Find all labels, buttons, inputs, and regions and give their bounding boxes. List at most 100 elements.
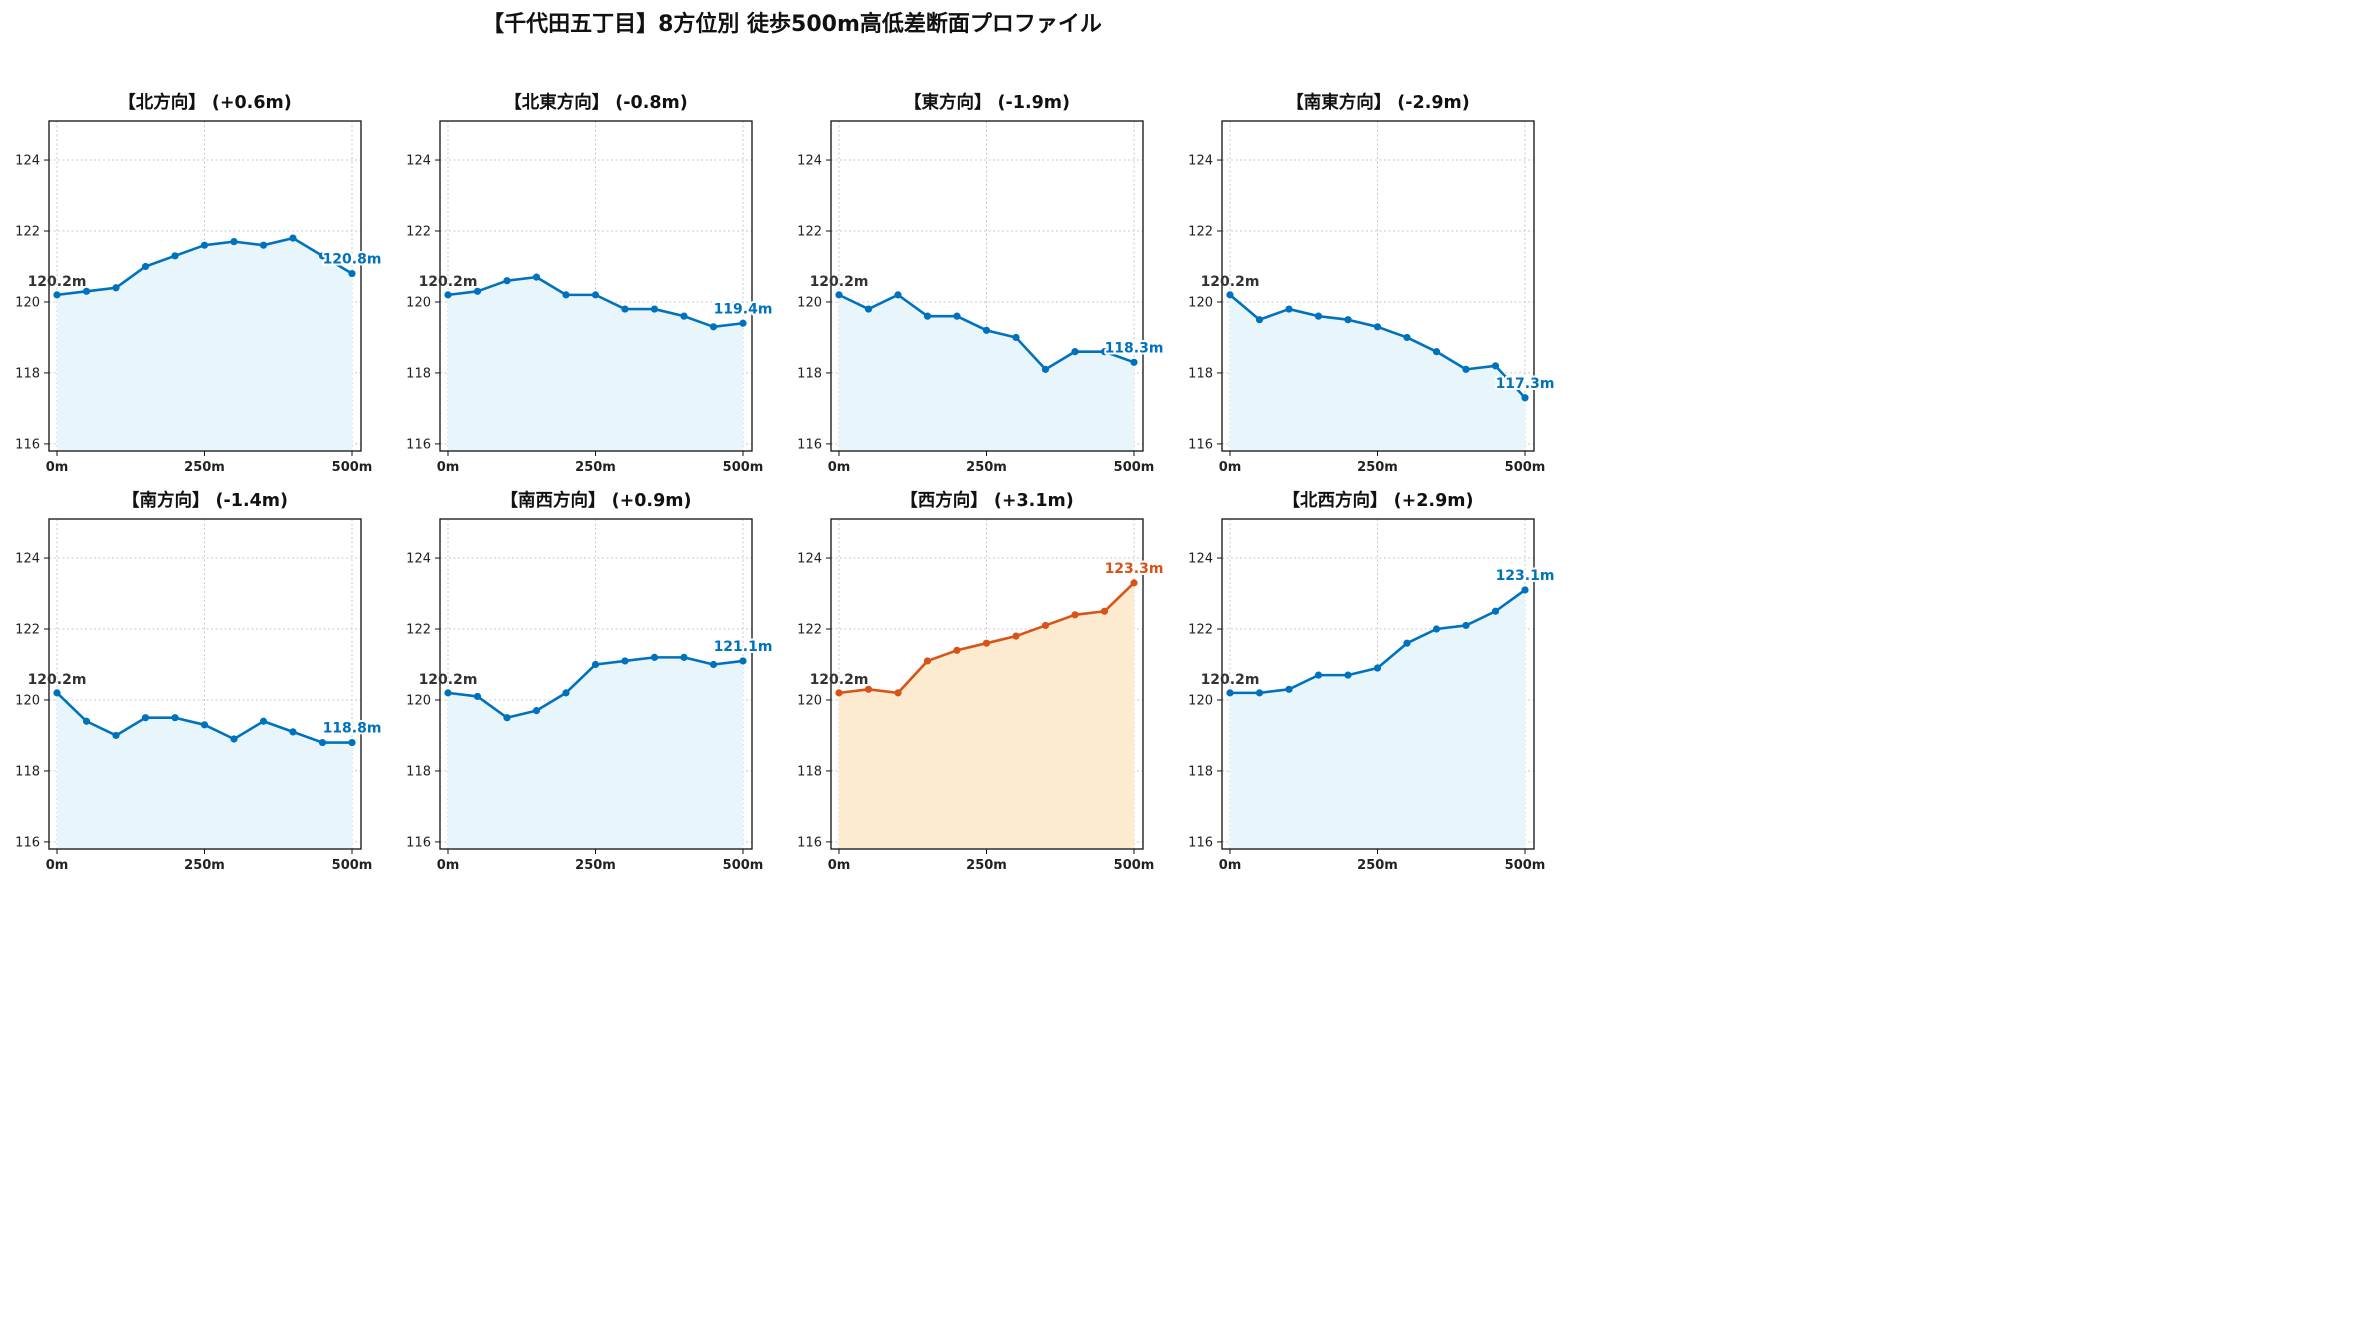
data-point	[923, 312, 932, 320]
data-point	[1071, 348, 1079, 356]
data-point	[1285, 685, 1293, 693]
data-point	[835, 689, 843, 697]
x-tick-label: 500m	[723, 858, 764, 873]
end-value-label-halo: 118.3m	[1105, 340, 1164, 356]
area-fill	[1230, 589, 1525, 849]
chart-panel: 【南東方向】 (-2.9m) 116 118 120 122 124 0m 250m 500m 1…	[1188, 92, 1556, 475]
chart-panel: 【北方向】 (+0.6m) 116 118 120 122 124 0m 250m 500m 12…	[15, 92, 383, 475]
x-tick-label: 250m	[1357, 858, 1398, 873]
data-point	[171, 252, 179, 260]
data-point	[864, 685, 873, 693]
end-value-label: 121.1m	[714, 639, 773, 655]
y-tick-label: 120	[1188, 693, 1213, 708]
end-value-label: 118.8m	[323, 721, 382, 737]
data-point	[318, 738, 327, 747]
data-point	[953, 646, 961, 654]
data-point	[348, 269, 356, 278]
data-point	[532, 273, 541, 281]
data-point	[473, 692, 482, 701]
panel-title: 【北西方向】 (+2.9m)	[1283, 490, 1474, 511]
data-point	[1344, 671, 1352, 679]
figure: 【千代田五丁目】8方位別 徒歩500m高低差断面プロファイル 【北方向】 (+0…	[15, 11, 1556, 873]
panel-title: 【西方向】 (+3.1m)	[900, 490, 1074, 511]
data-point	[503, 714, 511, 722]
data-point	[112, 731, 120, 740]
data-point	[1285, 305, 1293, 313]
end-value-label-halo: 117.3m	[1496, 376, 1555, 392]
data-point	[259, 241, 268, 249]
data-point	[1130, 358, 1138, 366]
y-tick-label: 118	[797, 764, 822, 779]
data-point	[1432, 348, 1441, 356]
y-tick-label: 116	[406, 437, 431, 452]
figure-title: 【千代田五丁目】8方位別 徒歩500m高低差断面プロファイル	[482, 11, 1102, 37]
data-point	[1462, 365, 1470, 373]
y-tick-label: 118	[15, 764, 40, 779]
end-value-label-halo: 120.8m	[323, 252, 382, 268]
y-tick-label: 124	[15, 154, 40, 169]
end-value-label: 123.1m	[1496, 568, 1555, 584]
data-point	[591, 291, 600, 299]
data-point	[444, 689, 452, 697]
y-tick-label: 124	[406, 552, 431, 567]
data-point	[141, 262, 150, 271]
start-value-label: 120.2m	[28, 672, 87, 688]
start-value-label: 120.2m	[810, 672, 869, 688]
data-point	[444, 291, 452, 299]
data-point	[289, 234, 297, 242]
y-tick-label: 116	[797, 437, 822, 452]
y-tick-label: 122	[406, 225, 431, 240]
y-tick-label: 120	[1188, 295, 1213, 310]
data-point	[230, 238, 238, 246]
y-tick-label: 116	[797, 835, 822, 850]
y-tick-label: 118	[406, 366, 431, 381]
data-point	[503, 277, 511, 285]
chart-panel: 【西方向】 (+3.1m) 116 118 120 122 124 0m 250m 500m 12…	[797, 490, 1165, 873]
chart-panel: 【東方向】 (-1.9m) 116 118 120 122 124 0m 250m 500m 12…	[797, 92, 1165, 475]
data-point	[835, 291, 843, 299]
start-value-label: 120.2m	[1201, 672, 1260, 688]
data-point	[1521, 586, 1529, 594]
data-point	[532, 707, 541, 715]
x-tick-label: 250m	[184, 858, 225, 873]
y-tick-label: 124	[1188, 552, 1213, 567]
y-tick-label: 122	[797, 225, 822, 240]
panel-title: 【東方向】 (-1.9m)	[904, 92, 1070, 113]
data-point	[1314, 312, 1323, 320]
panel-title: 【北東方向】 (-0.8m)	[504, 92, 688, 113]
y-tick-label: 120	[406, 693, 431, 708]
panel-title: 【南方向】 (-1.4m)	[122, 490, 288, 511]
y-tick-label: 122	[15, 225, 40, 240]
data-point	[200, 241, 209, 249]
data-point	[1432, 625, 1441, 633]
data-point	[82, 717, 91, 725]
area-fill	[448, 277, 743, 451]
data-point	[650, 305, 659, 313]
data-point	[289, 728, 297, 736]
chart-panel: 【北東方向】 (-0.8m) 116 118 120 122 124 0m 250m 500m 1…	[406, 92, 774, 475]
data-point	[1226, 291, 1234, 299]
data-point	[982, 326, 991, 334]
data-point	[1491, 362, 1500, 370]
y-tick-label: 118	[1188, 366, 1213, 381]
start-value-label: 120.2m	[419, 274, 478, 290]
y-tick-label: 116	[15, 437, 40, 452]
data-point	[1491, 607, 1500, 615]
data-point	[112, 284, 120, 292]
y-tick-label: 122	[1188, 225, 1213, 240]
data-point	[739, 657, 747, 665]
x-tick-label: 0m	[1219, 858, 1242, 873]
y-tick-label: 120	[797, 295, 822, 310]
data-point	[1071, 611, 1079, 619]
data-point	[1012, 632, 1020, 640]
x-tick-label: 250m	[1357, 460, 1398, 475]
data-point	[171, 714, 179, 722]
data-point	[1100, 607, 1109, 615]
y-tick-label: 124	[15, 552, 40, 567]
chart-panel: 【南方向】 (-1.4m) 116 118 120 122 124 0m 250m 500m 12…	[15, 490, 383, 873]
y-tick-label: 120	[15, 295, 40, 310]
y-tick-label: 118	[406, 764, 431, 779]
data-point	[53, 291, 61, 299]
area-fill	[839, 582, 1134, 849]
x-tick-label: 500m	[1505, 460, 1546, 475]
